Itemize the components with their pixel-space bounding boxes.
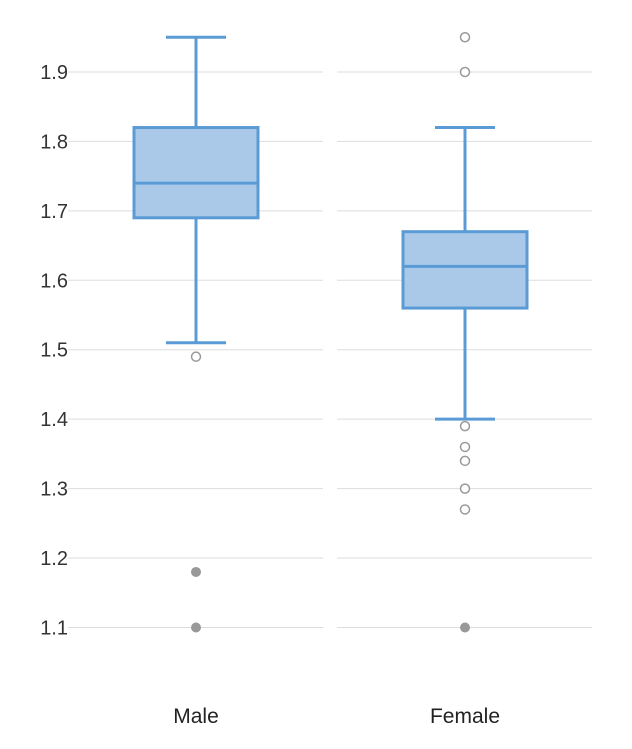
y-tick-label: 1.4 [40, 409, 68, 431]
y-axis-ticks: 1.1 1.2 1.3 1.4 1.5 1.6 1.7 1.8 1.9 [40, 62, 68, 640]
box-male [132, 35, 260, 633]
outlier-point [459, 504, 471, 515]
y-tick-label: 1.5 [40, 340, 68, 362]
y-tick-label: 1.8 [40, 131, 68, 153]
outlier-point [459, 66, 471, 78]
category-labels: Male Female [173, 705, 500, 728]
y-tick-label: 1.3 [40, 479, 68, 501]
category-label-male: Male [173, 705, 219, 728]
far-outlier-point [460, 622, 470, 633]
category-label-female: Female [430, 705, 500, 728]
far-outlier-point [191, 566, 201, 577]
outlier-point [459, 420, 471, 432]
y-tick-label: 1.9 [40, 62, 68, 84]
iqr-box [132, 126, 260, 220]
outlier-point [459, 483, 471, 494]
y-tick-label: 1.1 [40, 618, 68, 640]
y-tick-label: 1.7 [40, 201, 68, 223]
boxes [132, 32, 529, 633]
box-female [401, 32, 529, 633]
y-tick-label: 1.6 [40, 270, 68, 292]
outlier-point [459, 32, 471, 43]
far-outlier-point [191, 622, 201, 633]
iqr-box [401, 230, 529, 310]
outlier-point [459, 441, 471, 453]
y-tick-label: 1.2 [40, 548, 68, 570]
outlier-point [190, 351, 202, 362]
outlier-point [459, 455, 471, 467]
